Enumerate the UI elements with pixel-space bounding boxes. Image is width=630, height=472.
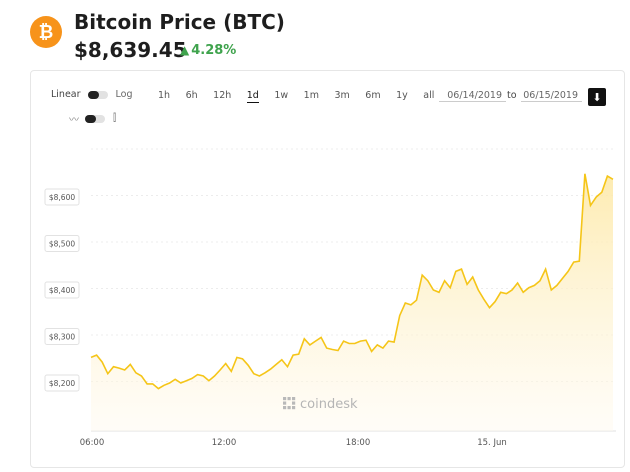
candlestick-icon[interactable]: ⫿ bbox=[113, 113, 117, 124]
coindesk-watermark: coindesk bbox=[283, 397, 358, 412]
x-axis: 06:00 12:00 18:00 15. Jun bbox=[80, 438, 507, 448]
coindesk-wordmark: coindesk bbox=[300, 397, 358, 412]
y-tick-label: $8,600 bbox=[44, 188, 80, 206]
range-button-3m[interactable]: 3m bbox=[334, 90, 350, 101]
up-arrow-icon: ▲ bbox=[180, 43, 190, 57]
date-to-input[interactable]: 06/15/2019 bbox=[521, 90, 582, 102]
scale-linear-label[interactable]: Linear bbox=[51, 89, 81, 100]
date-from-input[interactable]: 06/14/2019 bbox=[439, 90, 506, 102]
y-tick-label: $8,400 bbox=[44, 281, 80, 299]
y-tick-label: $8,200 bbox=[44, 374, 80, 392]
range-button-6h[interactable]: 6h bbox=[185, 90, 198, 101]
range-button-12h[interactable]: 12h bbox=[213, 90, 232, 101]
svg-text:$8,300: $8,300 bbox=[49, 333, 75, 342]
price-line bbox=[90, 173, 614, 390]
range-button-1h[interactable]: 1h bbox=[158, 90, 171, 101]
x-tick-label: 18:00 bbox=[346, 438, 371, 448]
price-chart: $8,200$8,300$8,400$8,500$8,600 coindesk … bbox=[44, 148, 616, 448]
y-axis: $8,200 $8,300 $8,400 $8,500 $8,600 bbox=[44, 188, 80, 392]
range-button-1y[interactable]: 1y bbox=[396, 90, 408, 101]
range-selector: 1h 6h 12h 1d 1w 1m 3m 6m 1y all bbox=[158, 90, 450, 103]
coindesk-logo-icon bbox=[292, 401, 296, 405]
chart-type-switch[interactable] bbox=[85, 114, 105, 123]
coindesk-logo-icon bbox=[292, 397, 296, 401]
x-tick-label: 15. Jun bbox=[477, 438, 507, 448]
coindesk-logo-icon bbox=[283, 406, 287, 410]
download-button[interactable]: ⬇ bbox=[588, 88, 606, 106]
page-title: Bitcoin Price (BTC) bbox=[74, 10, 285, 34]
price-area bbox=[91, 173, 613, 432]
y-tick-label: $8,500 bbox=[44, 235, 80, 252]
scale-toggle: Linear Log bbox=[51, 89, 133, 100]
date-to-label: to bbox=[507, 90, 517, 101]
svg-text:$8,200: $8,200 bbox=[49, 379, 75, 388]
line-chart-icon[interactable]: 〰 bbox=[69, 115, 79, 126]
range-button-6m[interactable]: 6m bbox=[365, 90, 381, 101]
price-change-value: 4.28% bbox=[191, 43, 237, 58]
y-tick-label: $8,300 bbox=[44, 328, 80, 345]
coindesk-logo-icon bbox=[283, 397, 287, 401]
chart-type-toggle: 〰 ⫿ bbox=[69, 111, 116, 126]
x-tick-label: 12:00 bbox=[212, 438, 237, 448]
x-tick-label: 06:00 bbox=[80, 438, 105, 448]
svg-text:$8,600: $8,600 bbox=[49, 193, 75, 202]
range-button-1d[interactable]: 1d bbox=[246, 90, 259, 103]
coindesk-logo-icon bbox=[287, 397, 291, 401]
range-button-1m[interactable]: 1m bbox=[303, 90, 319, 101]
chart-panel: Linear Log 〰 ⫿ 1h 6h 12h 1d 1w 1m 3m 6m 1y all 06… bbox=[30, 70, 625, 468]
coindesk-logo-icon bbox=[287, 406, 291, 410]
range-button-1w[interactable]: 1w bbox=[274, 90, 289, 101]
current-price: $8,639.45 bbox=[74, 38, 187, 62]
svg-text:$8,500: $8,500 bbox=[49, 240, 75, 249]
range-button-all[interactable]: all bbox=[423, 90, 435, 101]
scale-log-label[interactable]: Log bbox=[115, 89, 133, 100]
scale-toggle-switch[interactable] bbox=[87, 90, 108, 99]
coindesk-logo-icon bbox=[283, 401, 287, 405]
svg-text:$8,400: $8,400 bbox=[49, 286, 75, 295]
price-change: ▲ 4.28% bbox=[180, 43, 236, 58]
bitcoin-logo-icon: ₿ bbox=[30, 16, 62, 48]
coindesk-logo-icon bbox=[292, 406, 296, 410]
